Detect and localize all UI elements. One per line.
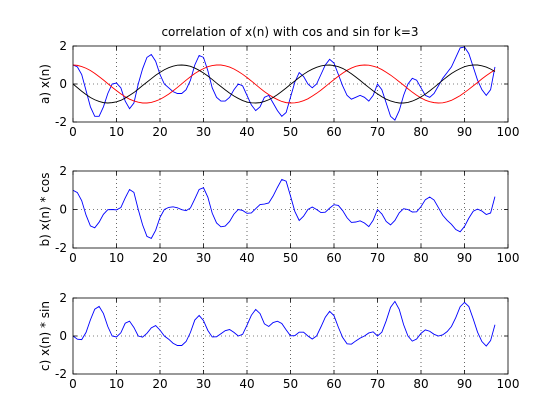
y-tick-label: 0	[59, 203, 67, 217]
y-tick-label: -2	[55, 367, 67, 381]
x-tick-label: 100	[497, 125, 520, 139]
x-tick-label: 100	[497, 251, 520, 265]
x-tick-label: 30	[196, 377, 211, 391]
x-tick-label: 90	[457, 251, 472, 265]
x-tick-label: 0	[69, 125, 77, 139]
x-tick-label: 60	[326, 251, 341, 265]
x-tick-label: 70	[370, 377, 385, 391]
y-tick-label: 2	[59, 164, 67, 178]
y-tick-label: 0	[59, 329, 67, 343]
x-tick-label: 60	[326, 377, 341, 391]
x-tick-label: 30	[196, 125, 211, 139]
figure-title: correlation of x(n) with cos and sin for…	[161, 25, 418, 39]
y-axis-label: a) x(n)	[38, 64, 52, 104]
x-tick-label: 90	[457, 377, 472, 391]
x-tick-label: 20	[152, 251, 167, 265]
x-tick-label: 100	[497, 377, 520, 391]
y-axis-label: c) x(n) * sin	[38, 301, 52, 371]
x-tick-label: 90	[457, 125, 472, 139]
x-tick-label: 40	[239, 125, 254, 139]
x-tick-label: 50	[283, 125, 298, 139]
x-tick-label: 40	[239, 251, 254, 265]
x-tick-label: 10	[109, 125, 124, 139]
series-line-1	[73, 178, 496, 239]
x-tick-label: 80	[413, 377, 428, 391]
x-tick-label: 20	[152, 125, 167, 139]
x-tick-label: 80	[413, 251, 428, 265]
y-tick-label: -2	[55, 115, 67, 129]
x-tick-label: 20	[152, 377, 167, 391]
x-tick-label: 10	[109, 377, 124, 391]
series-line-3	[73, 64, 496, 104]
x-tick-label: 70	[370, 251, 385, 265]
y-tick-label: 0	[59, 77, 67, 91]
y-tick-label: -2	[55, 241, 67, 255]
x-tick-label: 80	[413, 125, 428, 139]
x-tick-label: 0	[69, 377, 77, 391]
x-tick-label: 50	[283, 377, 298, 391]
x-tick-label: 50	[283, 251, 298, 265]
series-line-1	[73, 300, 496, 347]
series-line-2	[73, 64, 496, 104]
x-tick-label: 60	[326, 125, 341, 139]
x-tick-label: 0	[69, 251, 77, 265]
x-tick-label: 70	[370, 125, 385, 139]
y-tick-label: 2	[59, 291, 67, 305]
x-tick-label: 40	[239, 377, 254, 391]
x-tick-label: 30	[196, 251, 211, 265]
y-axis-label: b) x(n) * cos	[38, 172, 52, 246]
x-tick-label: 10	[109, 251, 124, 265]
y-tick-label: 2	[59, 39, 67, 53]
